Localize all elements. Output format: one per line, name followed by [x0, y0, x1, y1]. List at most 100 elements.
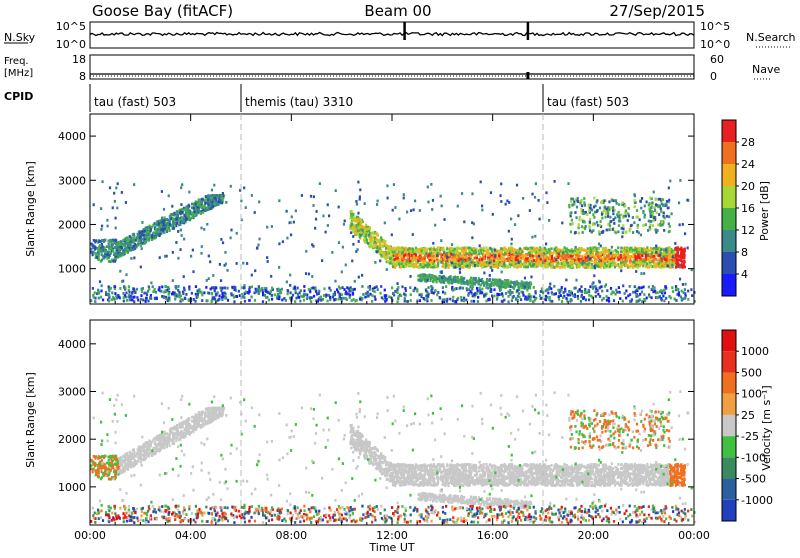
power-cell [313, 195, 315, 198]
power-cell [420, 252, 422, 255]
power-cell [621, 235, 623, 238]
power-cell [327, 224, 329, 227]
power-cell [641, 300, 643, 303]
power-cell [198, 201, 200, 204]
power-cell [521, 287, 523, 290]
power-cell [418, 266, 420, 269]
power-cell [569, 250, 571, 253]
power-cell [414, 199, 416, 202]
power-cell [367, 242, 369, 245]
power-cell [630, 247, 632, 250]
power-cell [573, 203, 575, 206]
power-cell [396, 291, 398, 294]
power-cell [413, 208, 415, 211]
power-cell [182, 220, 184, 223]
power-cell [544, 266, 546, 269]
power-cell [612, 228, 614, 231]
power-cell [510, 218, 512, 221]
power-cell [305, 272, 307, 275]
power-cell [350, 231, 352, 234]
power-cell [527, 247, 529, 250]
power-cell [441, 204, 443, 207]
power-cell [399, 259, 401, 262]
power-cell [374, 261, 376, 264]
power-cell [621, 201, 623, 204]
power-cell [200, 252, 202, 255]
power-cell [315, 218, 317, 221]
power-cell [93, 203, 95, 206]
power-cell [662, 215, 664, 218]
power-cell [379, 250, 381, 253]
power-cell [497, 258, 499, 261]
power-cell [679, 255, 681, 258]
power-cell [653, 216, 655, 219]
power-cell [428, 263, 430, 266]
power-cell [513, 250, 515, 253]
power-cell [451, 256, 453, 259]
power-cell [169, 223, 171, 226]
power-cell [117, 254, 119, 257]
power-cell [639, 218, 641, 221]
power-cell [581, 290, 583, 293]
cpid-segment-label: themis (tau) 3310 [245, 95, 353, 109]
power-cell [141, 221, 143, 224]
power-cell [379, 259, 381, 262]
power-cell [642, 286, 644, 289]
power-cell [687, 247, 689, 250]
power-cell [208, 255, 210, 258]
power-cell [601, 213, 603, 216]
power-cell [577, 197, 579, 200]
power-cell [682, 223, 684, 226]
power-cell [243, 287, 245, 290]
power-cell [158, 286, 160, 289]
power-cell [562, 249, 564, 252]
power-cell [410, 299, 412, 302]
power-cell [620, 261, 622, 264]
power-cell [599, 207, 601, 210]
power-cell [687, 298, 689, 301]
power-cell [564, 256, 566, 259]
power-cell [599, 263, 601, 266]
power-cell [601, 200, 603, 203]
power-cell [110, 252, 112, 255]
power-cell [481, 205, 483, 208]
power-cell [287, 292, 289, 295]
power-cell [202, 205, 204, 208]
power-cell [151, 226, 153, 229]
power-cell [633, 221, 635, 224]
power-cell [660, 207, 662, 210]
power-cell [684, 232, 686, 235]
power-cell [498, 250, 500, 253]
power-cell [456, 249, 458, 252]
power-cell [183, 275, 185, 278]
power-cell [662, 295, 664, 298]
power-cell [604, 216, 606, 219]
power-cell [583, 201, 585, 204]
power-cell [480, 180, 482, 183]
power-cell [163, 219, 165, 222]
power-cell [646, 297, 648, 300]
power-cell [485, 261, 487, 264]
power-cell [608, 262, 610, 265]
power-cell [162, 229, 164, 232]
power-cell [641, 248, 643, 251]
power-cell [485, 246, 487, 249]
power-cell [133, 235, 135, 238]
power-cell [655, 248, 657, 251]
power-cell [160, 224, 162, 227]
power-cell [193, 207, 195, 210]
power-cell [535, 182, 537, 185]
power-cell [157, 233, 159, 236]
power-cell [125, 251, 127, 254]
power-cell [635, 270, 637, 273]
power-cell [679, 266, 681, 269]
power-cell [516, 184, 518, 187]
power-cell [390, 254, 392, 257]
power-cell [142, 299, 144, 302]
power-cell [421, 293, 423, 296]
power-cell [216, 196, 218, 199]
power-cell [421, 258, 423, 261]
power-cell [225, 201, 227, 204]
power-cell [513, 256, 515, 259]
power-cell [132, 241, 134, 244]
